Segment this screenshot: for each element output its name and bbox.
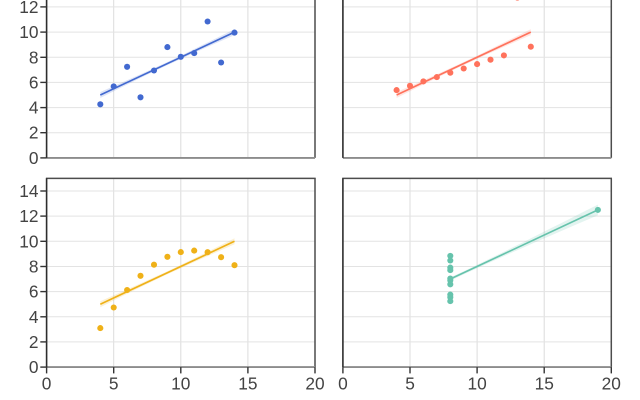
svg-text:2: 2: [29, 123, 39, 143]
svg-text:2: 2: [29, 332, 39, 352]
svg-text:12: 12: [19, 0, 38, 17]
svg-text:0: 0: [29, 148, 39, 168]
svg-text:5: 5: [405, 374, 415, 394]
svg-text:0: 0: [338, 374, 348, 394]
svg-text:20: 20: [602, 374, 621, 394]
svg-text:15: 15: [535, 374, 554, 394]
svg-text:14: 14: [19, 181, 39, 201]
svg-text:10: 10: [19, 22, 38, 42]
svg-text:0: 0: [42, 374, 52, 394]
svg-text:10: 10: [19, 231, 38, 251]
svg-text:10: 10: [467, 374, 486, 394]
svg-text:12: 12: [19, 206, 38, 226]
svg-text:4: 4: [29, 307, 39, 327]
svg-text:0: 0: [29, 357, 39, 377]
svg-text:6: 6: [29, 72, 39, 92]
svg-text:15: 15: [238, 374, 257, 394]
svg-text:6: 6: [29, 282, 39, 302]
svg-text:10: 10: [171, 374, 190, 394]
svg-text:20: 20: [305, 374, 324, 394]
svg-text:8: 8: [29, 257, 39, 277]
svg-text:4: 4: [29, 98, 39, 118]
svg-text:5: 5: [109, 374, 119, 394]
svg-text:8: 8: [29, 47, 39, 67]
